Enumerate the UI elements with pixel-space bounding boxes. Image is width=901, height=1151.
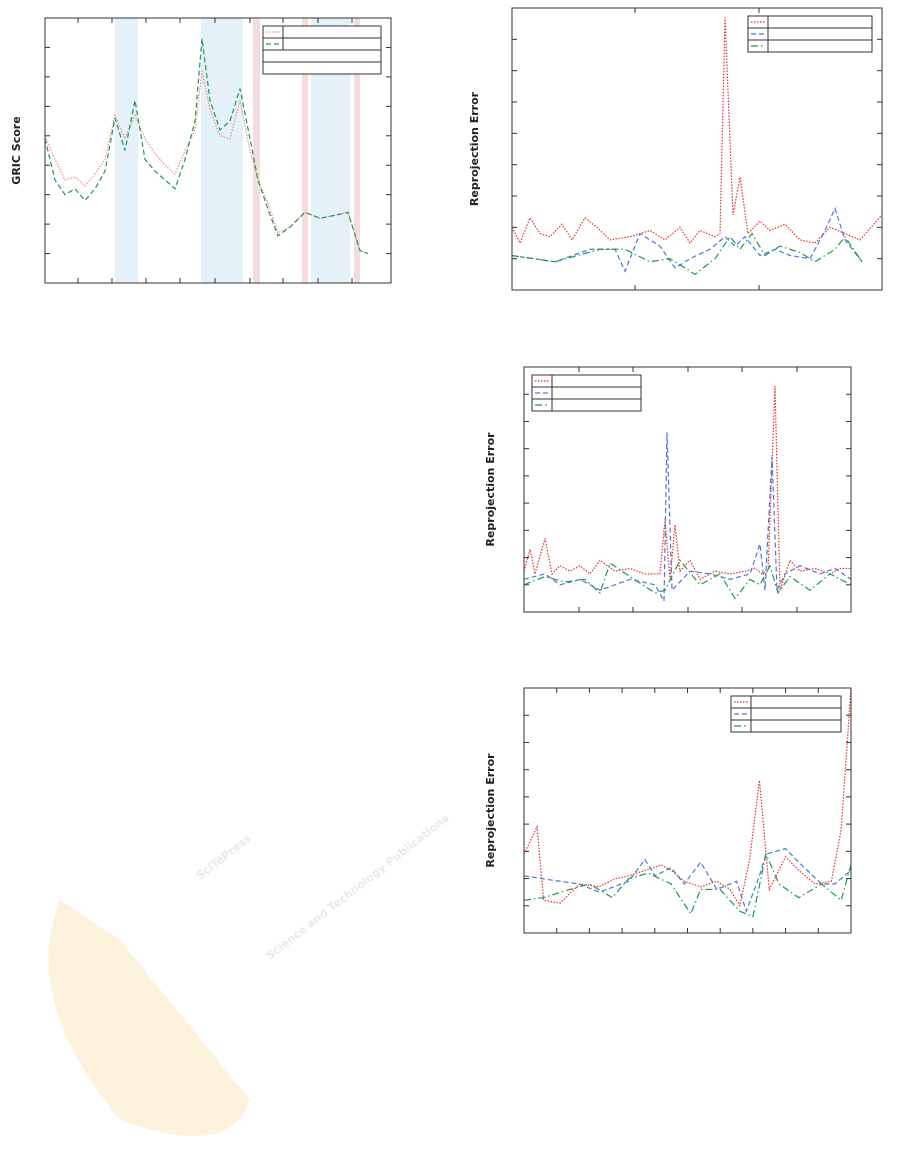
legend bbox=[262, 25, 382, 75]
watermark: SciTePress Science and Technology Public… bbox=[48, 812, 452, 1136]
plot-frame bbox=[523, 687, 852, 934]
chart: Reprojection Error bbox=[484, 687, 852, 934]
highlight-span bbox=[354, 18, 360, 283]
legend-box bbox=[730, 695, 842, 733]
series-line bbox=[44, 70, 369, 255]
y-axis-label: GRIC Score bbox=[10, 116, 23, 184]
y-axis-label: Reprojection Error bbox=[468, 91, 481, 206]
plot-frame bbox=[44, 17, 392, 284]
series-line bbox=[523, 847, 852, 914]
series-line bbox=[511, 17, 883, 245]
legend-box bbox=[531, 374, 642, 412]
legend bbox=[531, 374, 642, 412]
series-line bbox=[523, 559, 852, 600]
watermark-logo bbox=[48, 900, 250, 1136]
highlight-span bbox=[201, 18, 243, 283]
chart: Reprojection Error bbox=[484, 366, 852, 613]
watermark-title: SciTePress bbox=[194, 831, 254, 882]
legend-box bbox=[747, 15, 873, 53]
series-line bbox=[523, 432, 852, 604]
plot-frame bbox=[523, 366, 852, 613]
series-line bbox=[44, 38, 369, 255]
chart: GRIC Score bbox=[10, 17, 392, 284]
series-line bbox=[511, 232, 863, 276]
series-line bbox=[523, 852, 852, 918]
y-axis-label: Reprojection Error bbox=[484, 753, 497, 868]
highlight-span bbox=[115, 18, 138, 283]
chart: Reprojection Error bbox=[468, 7, 883, 291]
highlight-span bbox=[253, 18, 260, 283]
y-axis-label: Reprojection Error bbox=[484, 432, 497, 547]
highlight-span bbox=[302, 18, 308, 283]
legend bbox=[730, 695, 842, 733]
watermark-subtitle: Science and Technology Publications bbox=[264, 812, 452, 963]
legend bbox=[747, 15, 873, 53]
series-line bbox=[511, 206, 863, 273]
series-line bbox=[523, 386, 851, 591]
plot-frame bbox=[511, 7, 883, 291]
